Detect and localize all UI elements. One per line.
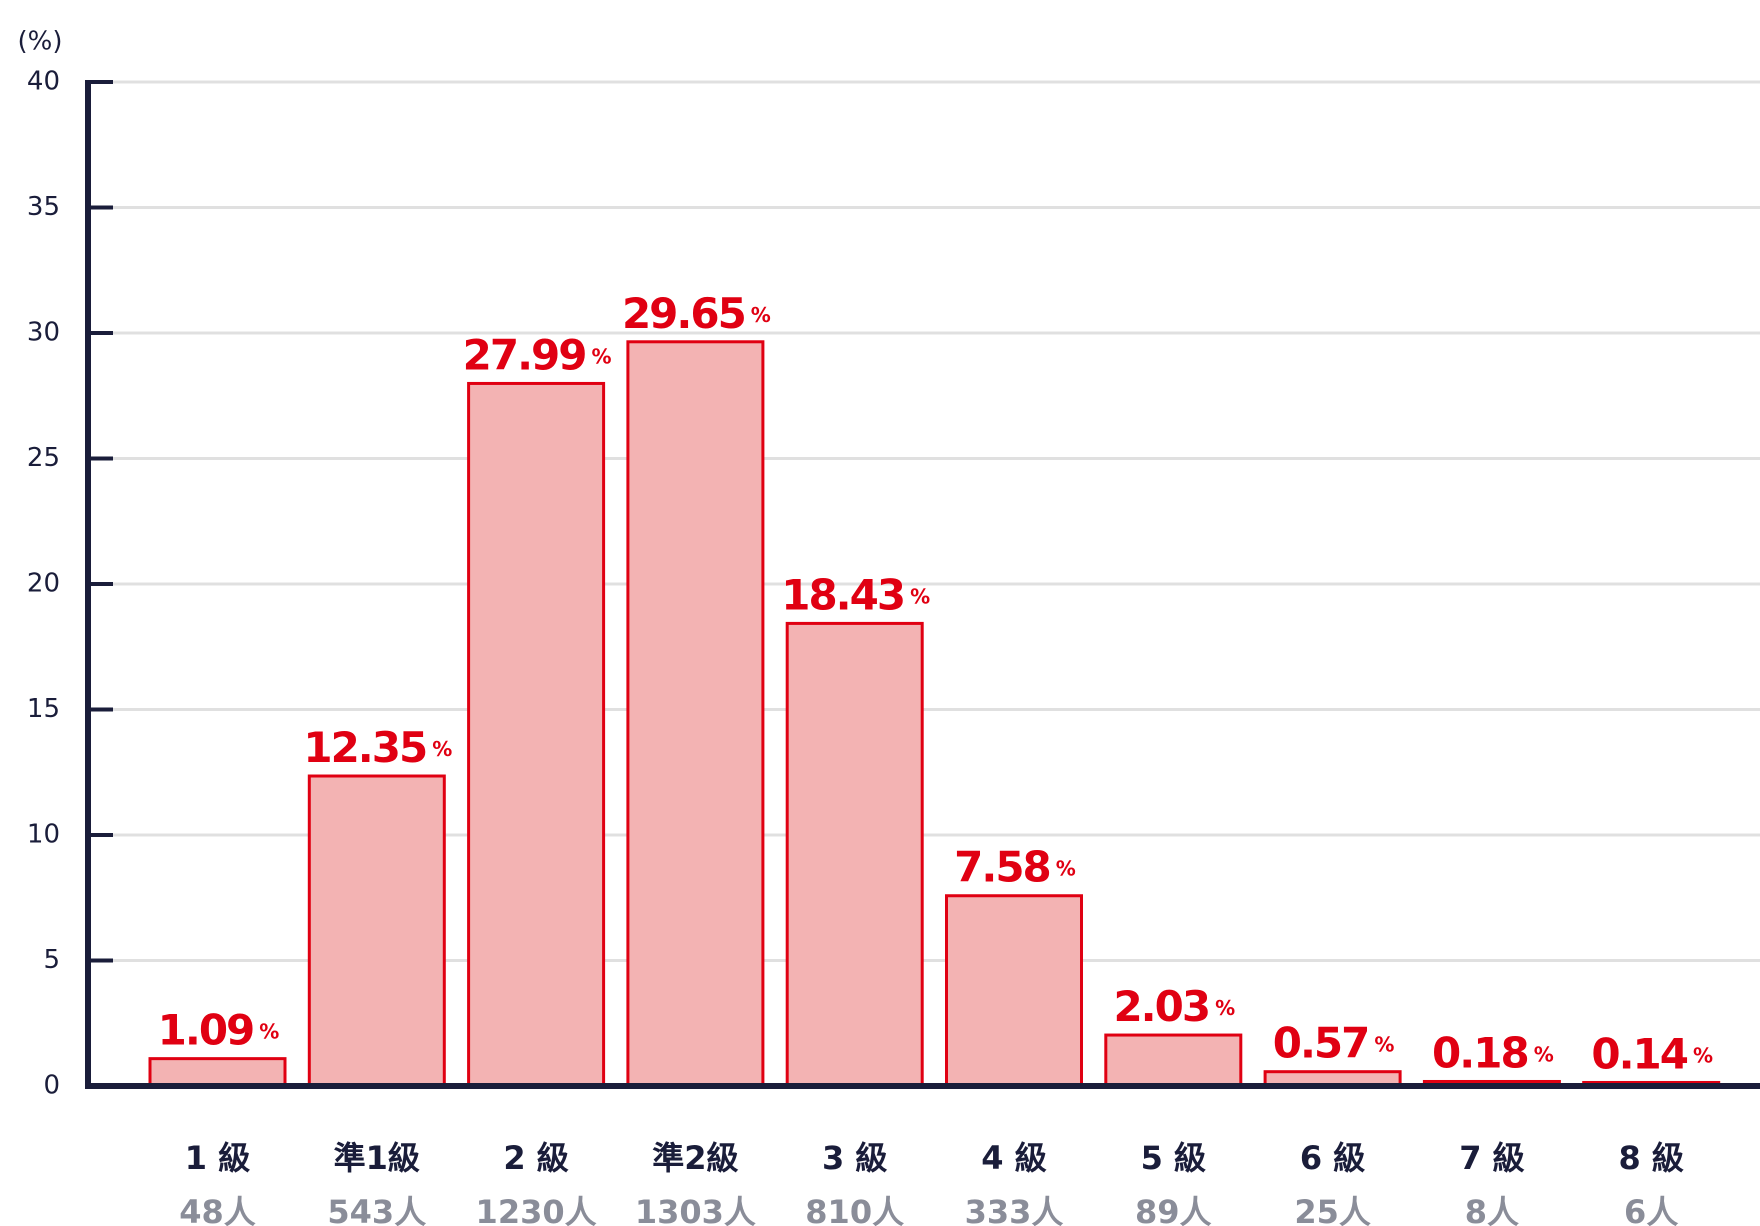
y-tick-label: 20 — [27, 569, 60, 599]
x-tick-label: 4 級 — [981, 1139, 1046, 1177]
count-label: 1230人 — [476, 1193, 597, 1226]
count-label: 6人 — [1624, 1193, 1678, 1226]
count-label: 810人 — [805, 1193, 904, 1226]
value-label: 7.58% — [954, 842, 1076, 891]
bar — [945, 894, 1083, 1088]
x-tick-label: 5 級 — [1141, 1139, 1206, 1177]
x-tick-label: 2 級 — [503, 1139, 568, 1177]
count-label: 25人 — [1294, 1193, 1371, 1226]
x-tick-label: 8 級 — [1618, 1139, 1683, 1177]
y-tick-label: 30 — [27, 318, 60, 348]
count-label: 89人 — [1135, 1193, 1212, 1226]
x-tick-label: 1 級 — [185, 1139, 250, 1177]
value-number: 2.03 — [1113, 982, 1209, 1031]
count-label: 543人 — [327, 1193, 426, 1226]
value-unit: % — [1056, 856, 1076, 880]
x-tick-label: 3 級 — [822, 1139, 887, 1177]
count-label: 8人 — [1465, 1193, 1519, 1226]
value-label: 27.99% — [463, 330, 612, 379]
x-tick-label: 7 級 — [1459, 1139, 1524, 1177]
y-tick-label: 25 — [27, 443, 60, 473]
bar — [307, 774, 446, 1088]
value-label: 18.43% — [781, 570, 930, 619]
value-number: 29.65 — [622, 288, 745, 337]
y-tick-label: 35 — [27, 192, 60, 222]
value-label: 29.65% — [622, 288, 771, 337]
value-number: 0.18 — [1432, 1028, 1528, 1077]
value-unit: % — [1534, 1042, 1554, 1066]
value-label: 0.14% — [1591, 1029, 1713, 1078]
bar — [1104, 1033, 1243, 1088]
value-label: 12.35% — [303, 723, 452, 772]
bar — [148, 1057, 287, 1088]
value-number: 0.57 — [1273, 1018, 1369, 1067]
value-label: 1.09% — [158, 1005, 280, 1054]
value-unit: % — [1215, 996, 1235, 1020]
value-label: 0.18% — [1432, 1028, 1554, 1077]
y-unit: (%) — [18, 27, 63, 57]
y-tick-label: 0 — [43, 1071, 60, 1101]
y-tick-label: 5 — [43, 945, 60, 975]
x-tick-label: 6 級 — [1300, 1139, 1365, 1177]
value-number: 12.35 — [303, 723, 426, 772]
value-unit: % — [751, 302, 771, 326]
value-number: 7.58 — [954, 842, 1050, 891]
value-unit: % — [432, 737, 452, 761]
count-label: 333人 — [965, 1193, 1064, 1226]
value-number: 1.09 — [158, 1005, 254, 1054]
value-unit: % — [1693, 1043, 1713, 1067]
value-unit: % — [592, 344, 612, 368]
y-tick-label: 15 — [27, 694, 60, 724]
count-label: 48人 — [179, 1193, 256, 1226]
y-tick-label: 10 — [27, 820, 60, 850]
value-unit: % — [259, 1019, 279, 1043]
value-number: 27.99 — [463, 330, 586, 379]
value-unit: % — [910, 584, 930, 608]
y-tick-label: 40 — [27, 67, 60, 97]
count-label: 1303人 — [635, 1193, 756, 1226]
value-unit: % — [1374, 1032, 1394, 1056]
value-number: 18.43 — [781, 570, 904, 619]
x-tick-label: 準1級 — [334, 1139, 420, 1177]
bar — [785, 621, 924, 1088]
x-tick-label: 準2級 — [652, 1139, 738, 1177]
value-label: 2.03% — [1113, 982, 1235, 1031]
bar — [467, 381, 606, 1088]
bar — [626, 340, 765, 1088]
value-label: 0.57% — [1273, 1018, 1395, 1067]
value-number: 0.14 — [1591, 1029, 1687, 1078]
